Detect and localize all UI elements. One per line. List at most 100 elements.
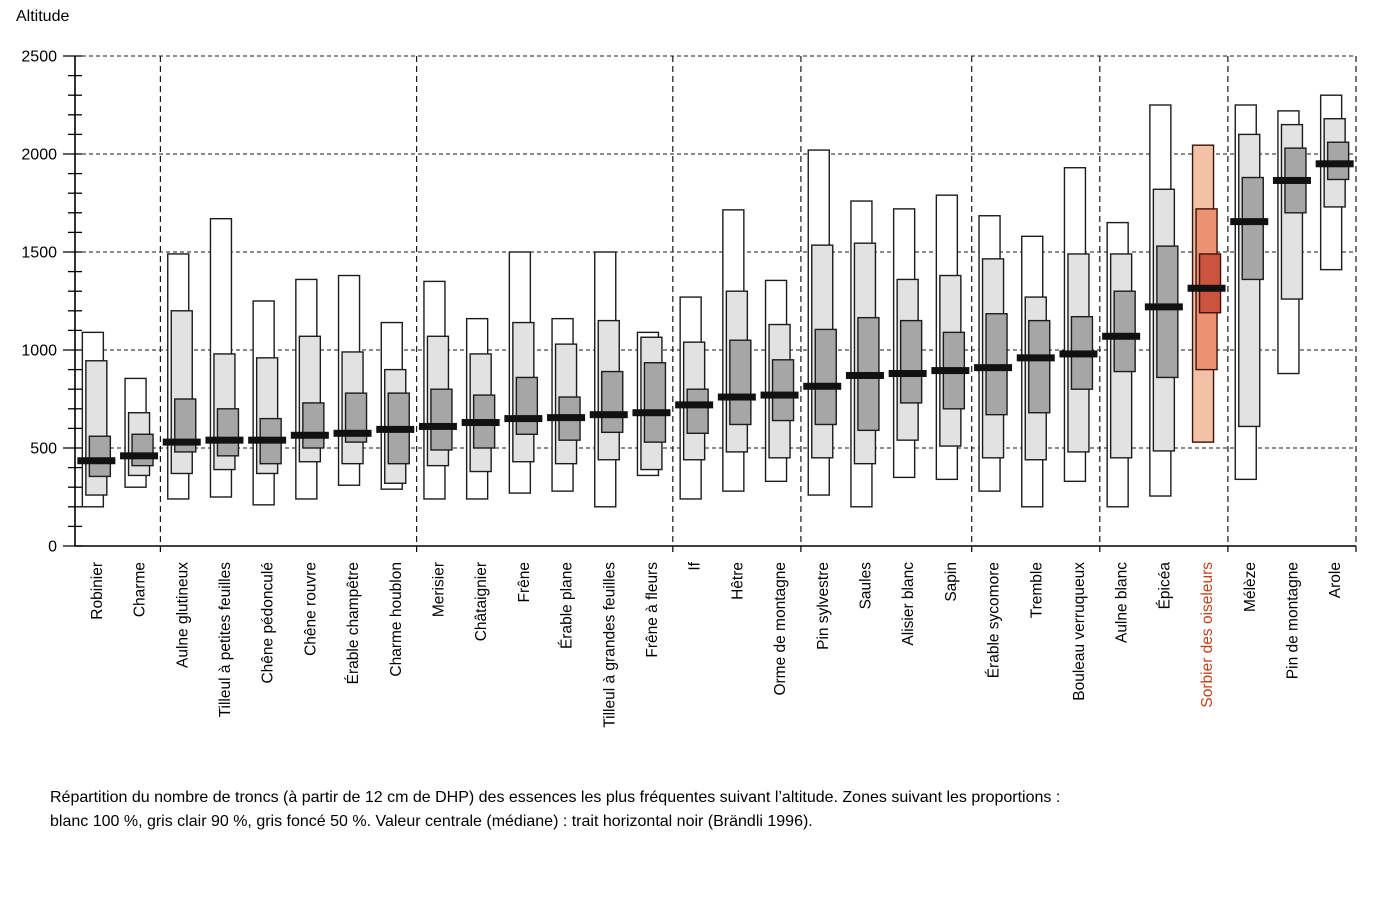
y-tick-label: 2500: [21, 49, 57, 66]
median-line: [632, 409, 671, 417]
species-boxplot-3: Aulne glutineux: [162, 253, 201, 668]
species-boxplot-19: Saules: [845, 200, 884, 610]
x-axis-label: Chêne pédonculé: [260, 562, 277, 684]
species-boxplot-15: If: [675, 296, 714, 571]
x-axis-label: Frêne à fleurs: [644, 562, 661, 658]
median-line: [1102, 332, 1141, 340]
species-boxplot-2: Charme: [120, 377, 159, 617]
x-axis-label: Saules: [857, 562, 874, 610]
x-axis-label: Tremble: [1028, 562, 1045, 618]
species-boxplot-28: Mélèze: [1230, 104, 1269, 612]
y-tick-label: 1000: [21, 343, 57, 360]
species-boxplot-5: Chêne pédonculé: [248, 300, 287, 684]
x-axis-label: Épicéa: [1156, 562, 1173, 610]
species-boxplot-18: Pin sylvestre: [803, 149, 842, 650]
species-boxplot-8: Charme houblon: [376, 321, 415, 677]
species-boxplot-11: Frêne: [504, 251, 543, 603]
median-line: [675, 401, 714, 409]
median-line: [803, 382, 842, 390]
x-axis-label: Bouleau verruqueux: [1071, 562, 1088, 701]
zone-50-box: [131, 433, 154, 467]
median-line: [589, 411, 628, 419]
zone-50-box: [1113, 290, 1136, 373]
median-line: [888, 370, 927, 378]
figure-caption: Répartition du nombre de troncs (à parti…: [50, 786, 1350, 834]
median-line: [1059, 350, 1098, 358]
altitude-chart-svg: 0 500 1000 1500 2000 2500 Robinier Charme Aulne …: [21, 49, 1357, 728]
median-line: [333, 429, 372, 437]
species-boxplot-29: Pin de montagne: [1272, 110, 1311, 679]
species-boxplot-13: Tilleul à grandes feuilles: [589, 251, 628, 728]
x-axis-label: Frêne: [516, 562, 533, 603]
zone-50-box: [771, 359, 795, 422]
x-axis-label: Pin de montagne: [1284, 562, 1301, 679]
median-line: [120, 452, 159, 460]
zone-50-box: [729, 339, 752, 426]
chart-area: 0 500 1000 1500 2000 2500 Robinier Charme Aulne …: [21, 49, 1357, 728]
species-boxplot-26: Épicéa: [1144, 104, 1183, 610]
zone-50-box: [430, 388, 453, 451]
x-axis-label: Érable plane: [559, 562, 576, 649]
y-tick-label: 0: [48, 539, 57, 556]
median-line: [974, 364, 1013, 372]
species-boxplot-4: Tilleul à petites feuilles: [205, 217, 244, 718]
zone-50-box: [1028, 319, 1051, 414]
x-axis-label: Tilleul à petites feuilles: [217, 562, 234, 718]
species-boxplot-24: Bouleau verruqueux: [1059, 167, 1098, 701]
x-axis-label: Mélèze: [1242, 562, 1259, 612]
x-axis-label: Orme de montagne: [772, 562, 789, 696]
y-tick-label: 500: [30, 441, 57, 458]
y-tick-label: 2000: [21, 147, 57, 164]
zone-50-box: [302, 402, 325, 449]
median-line: [461, 419, 500, 427]
species-boxplot-21: Sapin: [931, 194, 970, 602]
species-boxplot-9: Merisier: [418, 280, 457, 617]
median-line: [205, 436, 244, 444]
x-axis-label: Robinier: [89, 562, 106, 620]
figure-caption-line1: Répartition du nombre de troncs (à parti…: [50, 789, 1061, 806]
median-line: [1144, 303, 1183, 311]
median-line: [931, 367, 970, 375]
species-boxplot-10: Châtaignier: [461, 317, 500, 641]
x-axis-label: Charme: [132, 562, 149, 617]
y-axis-title: Altitude: [16, 8, 70, 25]
median-line: [1272, 176, 1311, 184]
median-line: [376, 425, 415, 433]
median-line: [717, 393, 756, 401]
median-line: [418, 422, 457, 430]
x-axis-label: Sapin: [943, 562, 960, 602]
median-line: [162, 438, 201, 446]
zone-50-box: [643, 362, 667, 443]
species-boxplot-27: Sorbier des oiseleurs: [1187, 144, 1226, 708]
x-axis-label: Érable sycomore: [986, 562, 1003, 678]
species-boxplot-7: Érable champêtre: [333, 274, 372, 684]
species-boxplot-20: Alisier blanc: [888, 208, 927, 646]
median-line: [1230, 218, 1269, 226]
median-line: [290, 431, 329, 439]
species-boxplot-22: Érable sycomore: [974, 215, 1013, 678]
species-boxplot-1: Robinier: [77, 331, 116, 620]
x-axis-label: If: [687, 561, 704, 570]
x-axis-label: Aulne blanc: [1114, 562, 1131, 643]
species-boxplot-12: Érable plane: [547, 317, 586, 649]
zone-50-box: [686, 388, 709, 435]
x-axis-label: Pin sylvestre: [815, 562, 832, 650]
x-axis-label: Hêtre: [729, 562, 746, 600]
species-boxplot-16: Hêtre: [717, 209, 756, 600]
y-tick-label: 1500: [21, 245, 57, 262]
species-boxplot-6: Chêne rouvre: [290, 278, 329, 656]
species-boxplot-23: Tremble: [1016, 235, 1055, 618]
species-boxplot-25: Aulne blanc: [1102, 221, 1141, 643]
zone-50-box: [216, 408, 240, 457]
species-boxplot-17: Orme de montagne: [760, 279, 799, 696]
median-line: [1187, 284, 1226, 292]
median-line: [760, 391, 799, 399]
zone-50-box: [1241, 176, 1264, 281]
median-line: [1315, 160, 1354, 168]
median-line: [248, 436, 287, 444]
median-line: [504, 415, 543, 423]
x-axis-label: Tilleul à grandes feuilles: [601, 562, 618, 728]
species-boxplot-14: Frêne à fleurs: [632, 331, 671, 658]
median-line: [845, 371, 884, 379]
